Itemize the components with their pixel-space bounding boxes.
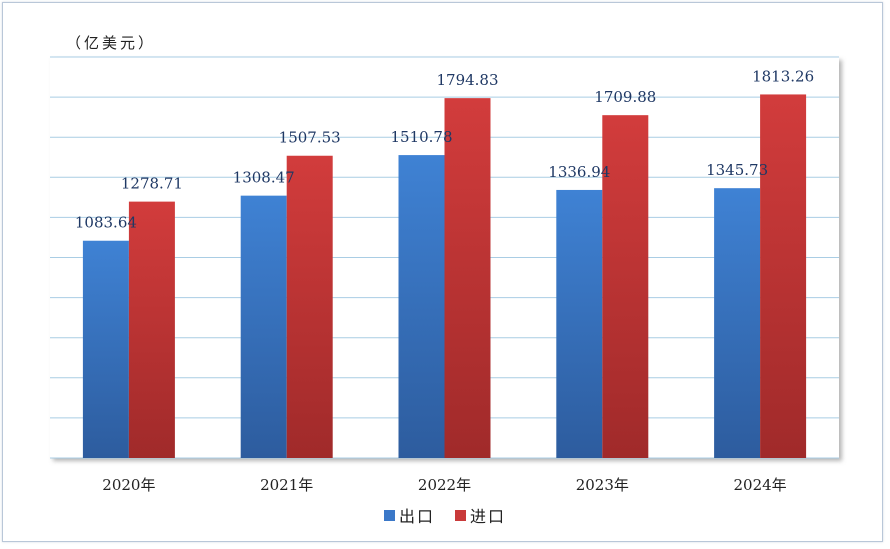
data-label-export: 1336.94 [548, 163, 610, 181]
x-tick-label: 2020年 [102, 476, 155, 494]
bar-import [444, 98, 491, 458]
bar-export [556, 189, 603, 458]
legend-item-import: 进口 [455, 503, 506, 527]
x-tick-label: 2021年 [260, 476, 313, 494]
bar-export [398, 155, 445, 458]
bar-import [286, 155, 333, 458]
data-label-export: 1510.78 [390, 128, 452, 146]
bar-export [714, 188, 761, 458]
data-label-import: 1709.88 [594, 88, 656, 106]
legend-swatch-import [455, 509, 466, 521]
data-label-import: 1813.26 [752, 67, 814, 85]
legend-label-export: 出口 [398, 507, 435, 526]
data-label-export: 1308.47 [233, 169, 295, 187]
bar-export [240, 195, 287, 458]
x-tick-label: 2024年 [734, 476, 787, 494]
bar-import [602, 115, 649, 458]
legend-swatch-export [383, 509, 395, 521]
x-tick-label: 2022年 [418, 476, 471, 494]
bar-import [128, 201, 175, 458]
bar-import [760, 94, 807, 458]
unit-label: （亿美元） [66, 34, 157, 52]
legend: 出口 进口 [0, 503, 890, 527]
data-label-import: 1507.53 [279, 129, 341, 147]
data-label-export: 1083.64 [75, 214, 137, 232]
bar-export [82, 240, 129, 458]
legend-item-export: 出口 [383, 503, 435, 527]
x-tick-label: 2023年 [576, 476, 629, 494]
data-label-import: 1794.83 [436, 71, 498, 89]
data-label-import: 1278.71 [121, 175, 183, 193]
data-label-export: 1345.73 [706, 161, 768, 179]
legend-label-import: 进口 [470, 507, 507, 526]
